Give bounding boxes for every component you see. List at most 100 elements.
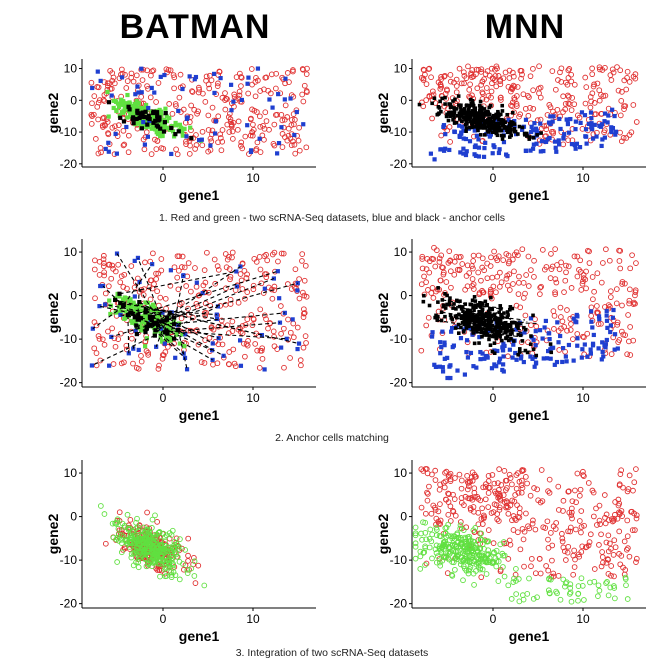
point-red	[537, 291, 543, 298]
point-red	[626, 472, 633, 479]
point-green	[432, 546, 439, 553]
point-green	[135, 121, 140, 126]
point-red	[492, 488, 498, 495]
point-black	[490, 329, 494, 334]
point-red	[144, 83, 150, 89]
point-green	[111, 105, 116, 111]
series-green	[412, 519, 631, 605]
point-red	[279, 131, 286, 137]
point-red	[619, 89, 625, 95]
point-red	[230, 135, 236, 142]
point-red	[616, 482, 623, 489]
point-red	[269, 295, 276, 302]
point-red	[270, 328, 277, 335]
point-blue	[501, 341, 506, 346]
point-red	[465, 63, 471, 70]
point-black	[475, 314, 479, 318]
point-blue	[489, 366, 495, 371]
point-red	[539, 247, 546, 253]
point-black	[117, 291, 122, 296]
point-red	[219, 127, 226, 133]
point-red	[520, 280, 527, 286]
point-red	[142, 259, 148, 266]
point-blue	[193, 74, 199, 80]
point-red	[478, 277, 484, 284]
point-black	[490, 307, 495, 312]
point-blue	[588, 347, 593, 352]
point-blue	[602, 135, 607, 140]
anchor-link	[519, 350, 531, 353]
point-red	[607, 303, 613, 310]
point-red	[166, 101, 173, 107]
series-red	[418, 244, 639, 360]
point-red	[227, 116, 234, 123]
point-black	[520, 125, 525, 130]
point-green	[162, 534, 168, 540]
point-black	[514, 322, 519, 326]
point-blue	[282, 97, 287, 102]
point-red	[188, 288, 194, 295]
point-black	[495, 114, 499, 119]
point-green	[516, 598, 523, 605]
point-red	[566, 94, 572, 100]
x-tick-label: 10	[246, 391, 260, 405]
point-red	[549, 68, 556, 74]
point-black	[454, 120, 459, 125]
point-green	[429, 555, 435, 562]
point-blue	[199, 137, 204, 142]
point-red	[531, 274, 537, 280]
point-green	[581, 597, 587, 603]
point-black	[503, 321, 508, 325]
point-red	[176, 94, 183, 101]
point-red	[496, 466, 502, 472]
point-red	[117, 279, 124, 286]
y-axis-title: gene2	[375, 93, 391, 134]
point-black	[458, 114, 463, 118]
point-green	[436, 533, 443, 539]
point-blue	[573, 127, 578, 132]
point-black	[508, 305, 513, 309]
point-black	[491, 313, 496, 318]
point-red	[99, 336, 106, 343]
point-red	[273, 112, 279, 118]
point-red	[469, 477, 476, 484]
point-red	[451, 258, 458, 265]
point-red	[418, 466, 425, 473]
point-black	[490, 130, 495, 135]
point-blue	[474, 133, 479, 138]
point-blue	[463, 152, 469, 158]
point-red	[447, 72, 454, 78]
series-black	[417, 94, 543, 141]
point-black	[472, 341, 477, 346]
point-green	[177, 341, 182, 346]
point-red	[587, 94, 594, 100]
point-black	[468, 308, 472, 313]
point-blue	[571, 358, 576, 363]
point-green	[146, 533, 153, 540]
point-red	[457, 519, 464, 525]
point-red	[115, 122, 122, 129]
point-red	[519, 526, 526, 532]
anchor-link	[463, 322, 477, 329]
point-red	[633, 515, 640, 522]
point-black	[531, 347, 536, 352]
point-black	[477, 103, 482, 108]
point-black	[474, 117, 478, 122]
point-green	[151, 114, 156, 119]
point-blue	[447, 147, 452, 153]
point-red	[490, 283, 497, 290]
point-green	[107, 298, 112, 303]
point-green	[138, 107, 143, 112]
anchor-link	[155, 329, 287, 340]
point-blue	[139, 90, 144, 95]
point-blue	[442, 340, 447, 345]
point-red	[288, 142, 295, 149]
point-red	[509, 99, 516, 106]
point-red	[540, 524, 547, 531]
point-red	[424, 489, 430, 496]
point-blue	[442, 148, 447, 153]
point-green	[150, 125, 156, 130]
point-blue	[95, 69, 100, 74]
point-black	[476, 319, 480, 324]
point-black	[459, 103, 463, 108]
